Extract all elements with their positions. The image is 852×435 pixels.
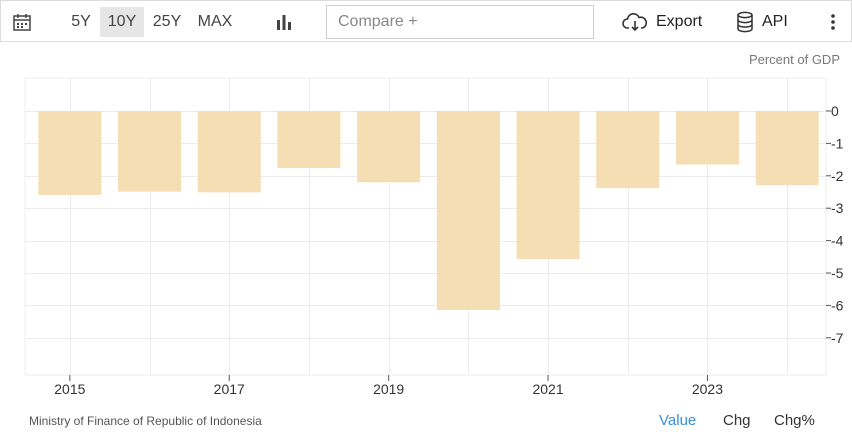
y-tick-label: -4 xyxy=(831,233,844,249)
bar-chart: 0 -1 -2 -3 -4 -5 -6 -7 2015 2017 2019 2021 2023 xyxy=(24,77,844,397)
x-tick-label: 2023 xyxy=(692,381,723,397)
y-tick-label: -1 xyxy=(831,135,844,151)
range-25y-button[interactable]: 25Y xyxy=(152,13,182,30)
bar-2016 xyxy=(118,111,182,192)
range-5y-button[interactable]: 5Y xyxy=(71,13,91,30)
compare-input[interactable] xyxy=(327,6,593,38)
range-max-button[interactable]: MAX xyxy=(197,13,233,30)
database-icon xyxy=(737,11,753,33)
bar-2021 xyxy=(516,111,580,260)
x-tick-label: 2021 xyxy=(532,381,563,397)
y-tick-label: 0 xyxy=(831,103,839,119)
y-tick-label: -5 xyxy=(831,265,844,281)
x-axis-ticks: 2015 2017 2019 2021 2023 xyxy=(54,375,723,397)
range-10y-button[interactable]: 10Y xyxy=(100,7,144,37)
tab-change[interactable]: Chg xyxy=(723,412,751,429)
bar-2023 xyxy=(675,111,739,165)
calendar-icon[interactable] xyxy=(12,12,32,32)
api-button[interactable]: API xyxy=(736,7,788,37)
unit-label: Percent of GDP xyxy=(748,52,840,67)
chart-toolbar: 5Y 10Y 25Y MAX Export API xyxy=(0,0,852,42)
y-tick-label: -2 xyxy=(831,168,844,184)
bar-2017 xyxy=(197,111,261,193)
plot-frame xyxy=(24,77,827,376)
api-label: API xyxy=(762,13,788,30)
more-vertical-icon[interactable] xyxy=(823,12,843,32)
y-tick-label: -6 xyxy=(831,297,844,313)
bar-2022 xyxy=(596,111,660,189)
cloud-download-icon xyxy=(622,13,648,32)
export-button[interactable]: Export xyxy=(622,7,702,37)
x-tick-label: 2017 xyxy=(214,381,245,397)
y-tick-label: -7 xyxy=(831,330,844,346)
bars xyxy=(38,111,819,310)
x-tick-label: 2019 xyxy=(373,381,404,397)
y-axis-ticks: 0 -1 -2 -3 -4 -5 -6 -7 xyxy=(826,103,844,346)
bar-2015 xyxy=(38,111,102,195)
bar-2020 xyxy=(436,111,500,310)
tab-change-percent[interactable]: Chg% xyxy=(774,412,815,429)
bar-2018 xyxy=(277,111,341,169)
bar-2019 xyxy=(357,111,421,183)
compare-field xyxy=(326,5,594,39)
bar-chart-icon[interactable] xyxy=(274,12,294,32)
source-note: Ministry of Finance of Republic of Indon… xyxy=(29,414,262,428)
x-tick-label: 2015 xyxy=(54,381,85,397)
export-label: Export xyxy=(656,13,703,30)
tab-value[interactable]: Value xyxy=(659,412,697,429)
bar-2024 xyxy=(755,111,819,186)
y-tick-label: -3 xyxy=(831,200,844,216)
